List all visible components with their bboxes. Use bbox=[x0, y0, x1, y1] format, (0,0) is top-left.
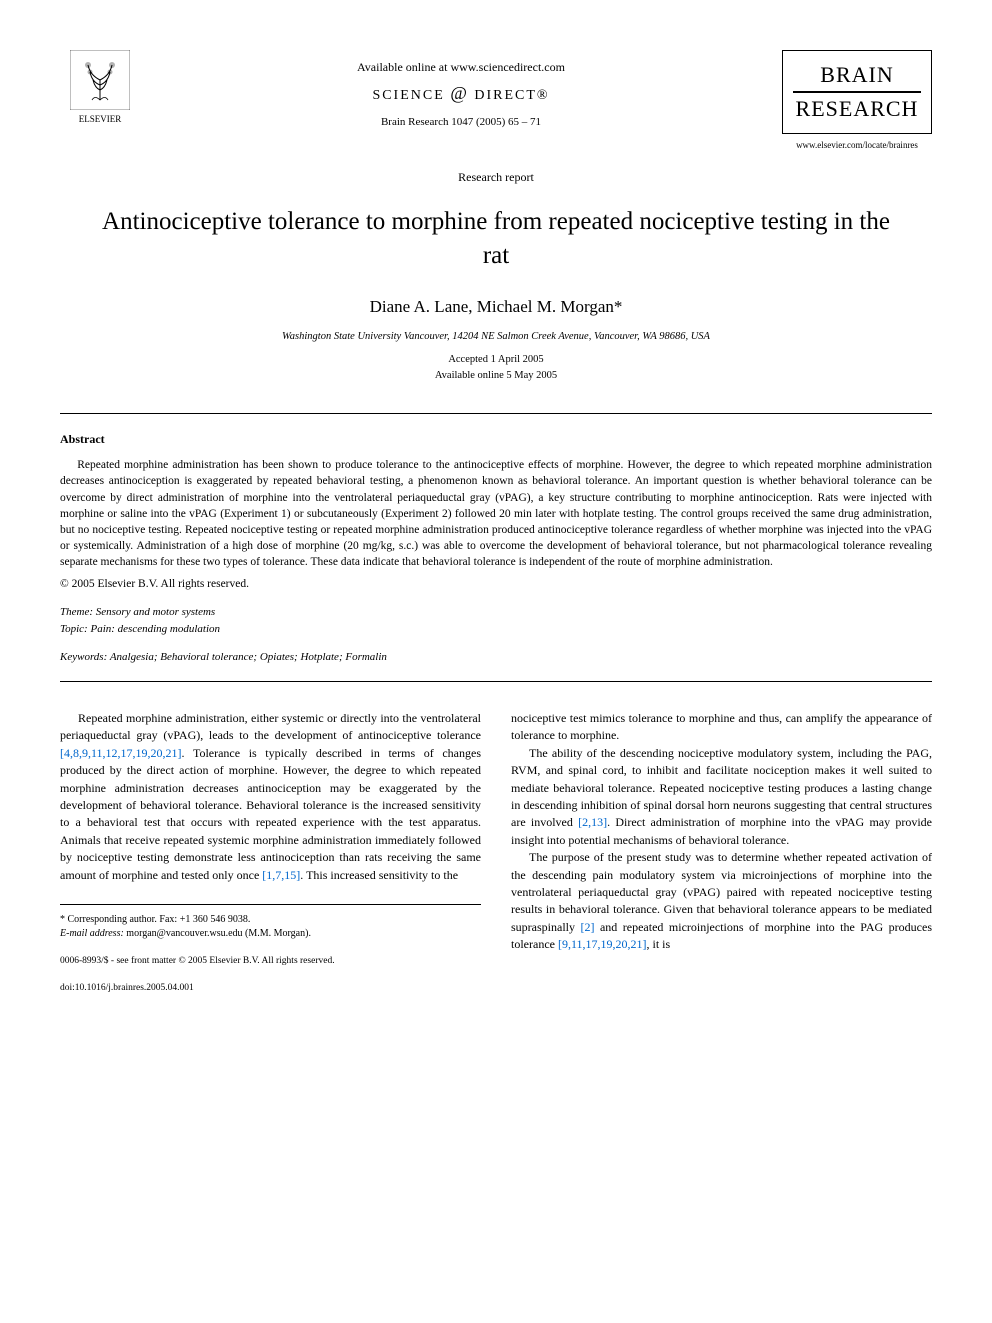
theme-label: Theme: bbox=[60, 606, 93, 618]
copyright-text: © 2005 Elsevier B.V. All rights reserved… bbox=[60, 578, 932, 590]
citation-link[interactable]: [4,8,9,11,12,17,19,20,21] bbox=[60, 746, 182, 760]
body-columns: Repeated morphine administration, either… bbox=[60, 710, 932, 996]
keywords-line: Keywords: Analgesia; Behavioral toleranc… bbox=[60, 651, 932, 663]
keywords-label: Keywords: bbox=[60, 651, 107, 663]
corresponding-author: * Corresponding author. Fax: +1 360 546 … bbox=[60, 913, 481, 927]
available-date: Available online 5 May 2005 bbox=[60, 368, 932, 384]
citation-link[interactable]: [2,13] bbox=[578, 815, 607, 829]
header-top: ELSEVIER Available online at www.science… bbox=[60, 50, 932, 150]
body-paragraph: Repeated morphine administration, either… bbox=[60, 710, 481, 884]
footer-doi: doi:10.1016/j.brainres.2005.04.001 bbox=[60, 982, 481, 995]
divider-abstract-top bbox=[60, 413, 932, 414]
journal-citation: Brain Research 1047 (2005) 65 – 71 bbox=[140, 116, 782, 128]
affiliation: Washington State University Vancouver, 1… bbox=[60, 331, 932, 342]
abstract-text: Repeated morphine administration has bee… bbox=[60, 457, 932, 570]
topic-value: Pain: descending modulation bbox=[90, 623, 220, 635]
citation-link[interactable]: [1,7,15] bbox=[262, 868, 300, 882]
article-title: Antinociceptive tolerance to morphine fr… bbox=[100, 205, 892, 273]
publisher-logo: ELSEVIER bbox=[60, 50, 140, 124]
keywords-value: Analgesia; Behavioral tolerance; Opiates… bbox=[110, 651, 387, 663]
abstract-heading: Abstract bbox=[60, 432, 932, 447]
email-label: E-mail address: bbox=[60, 928, 124, 939]
journal-brand-line2: RESEARCH bbox=[793, 97, 921, 121]
article-dates: Accepted 1 April 2005 Available online 5… bbox=[60, 352, 932, 384]
divider-abstract-bottom bbox=[60, 681, 932, 682]
publisher-name: ELSEVIER bbox=[79, 114, 122, 124]
body-paragraph: The purpose of the present study was to … bbox=[511, 849, 932, 953]
journal-url[interactable]: www.elsevier.com/locate/brainres bbox=[782, 140, 932, 150]
body-paragraph: The ability of the descending nociceptiv… bbox=[511, 745, 932, 849]
elsevier-tree-icon bbox=[70, 50, 130, 110]
theme-value: Sensory and motor systems bbox=[96, 606, 215, 618]
authors: Diane A. Lane, Michael M. Morgan* bbox=[60, 297, 932, 317]
journal-logo-box: BRAIN RESEARCH bbox=[782, 50, 932, 134]
sciencedirect-logo: SCIENCE @ DIRECT® bbox=[140, 83, 782, 104]
body-column-left: Repeated morphine administration, either… bbox=[60, 710, 481, 996]
accepted-date: Accepted 1 April 2005 bbox=[60, 352, 932, 368]
body-paragraph: nociceptive test mimics tolerance to mor… bbox=[511, 710, 932, 745]
citation-link[interactable]: [9,11,17,19,20,21] bbox=[558, 937, 647, 951]
journal-brand-divider bbox=[793, 91, 921, 93]
citation-link[interactable]: [2] bbox=[580, 920, 594, 934]
section-label: Research report bbox=[60, 170, 932, 185]
center-header: Available online at www.sciencedirect.co… bbox=[140, 50, 782, 128]
journal-logo-container: BRAIN RESEARCH www.elsevier.com/locate/b… bbox=[782, 50, 932, 150]
body-column-right: nociceptive test mimics tolerance to mor… bbox=[511, 710, 932, 996]
topic-label: Topic: bbox=[60, 623, 88, 635]
at-symbol-icon: @ bbox=[450, 83, 469, 103]
theme-topic-block: Theme: Sensory and motor systems Topic: … bbox=[60, 604, 932, 637]
footnotes: * Corresponding author. Fax: +1 360 546 … bbox=[60, 904, 481, 941]
email-value[interactable]: morgan@vancouver.wsu.edu (M.M. Morgan). bbox=[126, 928, 311, 939]
journal-brand-line1: BRAIN bbox=[793, 63, 921, 87]
available-online-text: Available online at www.sciencedirect.co… bbox=[140, 60, 782, 75]
footer-copyright: 0006-8993/$ - see front matter © 2005 El… bbox=[60, 955, 481, 968]
